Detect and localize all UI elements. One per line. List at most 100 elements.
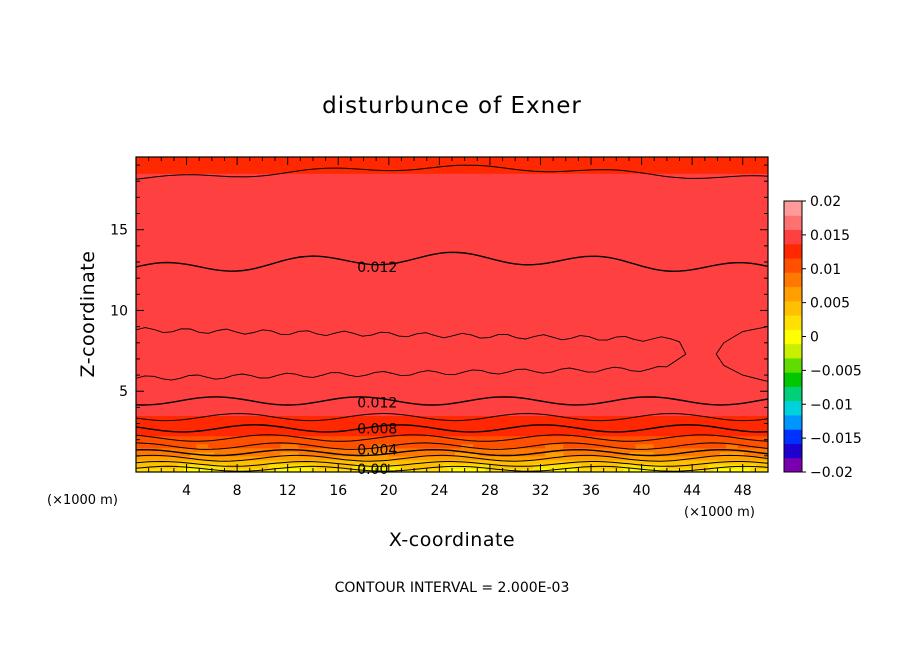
field-cell xyxy=(430,455,438,461)
field-cell xyxy=(394,387,402,392)
field-cell xyxy=(641,346,649,352)
field-cell xyxy=(220,371,227,376)
field-cell xyxy=(743,407,751,413)
field-cell xyxy=(605,443,613,449)
field-cell xyxy=(166,451,173,457)
field-cell xyxy=(244,375,251,380)
field-cell xyxy=(256,298,263,303)
field-cell xyxy=(743,286,751,291)
field-cell xyxy=(268,439,276,445)
field-cell xyxy=(683,334,691,340)
field-cell xyxy=(244,322,251,328)
field-cell xyxy=(214,375,221,380)
field-cell xyxy=(382,358,390,364)
field-cell xyxy=(388,435,396,441)
field-cell xyxy=(442,371,450,376)
field-cell xyxy=(226,362,233,368)
field-cell xyxy=(683,383,691,388)
field-cell xyxy=(491,278,498,283)
field-cell xyxy=(274,290,282,295)
field-cell xyxy=(689,330,697,336)
field-cell xyxy=(641,387,649,392)
field-cell xyxy=(695,415,703,421)
field-cell xyxy=(479,354,486,360)
field-cell xyxy=(623,455,631,461)
field-cell xyxy=(400,350,408,356)
field-cell xyxy=(196,431,203,437)
field-cell xyxy=(172,298,179,303)
field-cell xyxy=(485,387,492,392)
field-cell xyxy=(491,342,498,348)
field-cell xyxy=(412,415,420,421)
field-cell xyxy=(178,346,185,352)
field-cell xyxy=(220,358,227,364)
field-cell xyxy=(641,290,649,295)
field-cell xyxy=(298,419,306,425)
field-cell xyxy=(485,435,492,441)
field-cell xyxy=(442,290,450,295)
field-cell xyxy=(388,375,396,380)
field-cell xyxy=(436,407,444,413)
field-cell xyxy=(280,431,288,437)
field-cell xyxy=(497,447,504,453)
field-cell xyxy=(551,310,558,316)
field-cell xyxy=(292,302,300,308)
field-cell xyxy=(641,294,649,299)
field-cell xyxy=(154,371,161,376)
field-cell xyxy=(400,367,408,372)
field-cell xyxy=(641,350,649,356)
field-cell xyxy=(749,314,757,320)
field-cell xyxy=(755,443,763,449)
field-cell xyxy=(166,358,173,364)
field-cell xyxy=(208,342,215,348)
field-cell xyxy=(689,451,697,457)
field-cell xyxy=(485,419,492,425)
field-cell xyxy=(521,391,528,396)
field-cell xyxy=(533,467,540,472)
field-cell xyxy=(761,282,768,287)
field-cell xyxy=(412,403,420,408)
field-cell xyxy=(485,403,492,408)
field-cell xyxy=(473,387,480,392)
field-cell xyxy=(148,338,155,344)
field-cell xyxy=(184,294,191,299)
field-cell xyxy=(286,290,294,295)
field-cell xyxy=(689,318,697,324)
field-cell xyxy=(136,395,143,400)
field-cell xyxy=(605,431,613,437)
field-cell xyxy=(388,338,396,344)
field-cell xyxy=(497,314,504,320)
field-cell xyxy=(707,467,715,472)
field-cell xyxy=(491,375,498,380)
field-cell xyxy=(677,451,685,457)
field-cell xyxy=(473,346,480,352)
field-cell xyxy=(683,443,691,449)
field-cell xyxy=(611,447,619,453)
field-cell xyxy=(370,350,378,356)
field-cell xyxy=(232,387,239,392)
field-cell xyxy=(455,342,462,348)
field-cell xyxy=(148,419,155,425)
field-cell xyxy=(166,459,173,465)
field-cell xyxy=(527,286,534,291)
field-cell xyxy=(400,391,408,396)
field-cell xyxy=(503,310,510,316)
field-cell xyxy=(545,395,552,400)
field-cell xyxy=(761,439,768,445)
field-cell xyxy=(190,371,197,376)
field-cell xyxy=(563,362,570,368)
field-cell xyxy=(172,379,179,384)
field-cell xyxy=(358,451,366,457)
field-cell xyxy=(172,350,179,356)
field-cell xyxy=(244,415,251,421)
field-cell xyxy=(184,306,191,312)
field-cell xyxy=(467,407,474,413)
field-cell xyxy=(268,387,276,392)
field-cell xyxy=(659,391,667,396)
field-cell xyxy=(250,451,257,457)
field-cell xyxy=(731,330,739,336)
field-cell xyxy=(238,338,245,344)
field-cell xyxy=(551,455,558,461)
field-cell xyxy=(172,294,179,299)
field-cell xyxy=(136,383,143,388)
